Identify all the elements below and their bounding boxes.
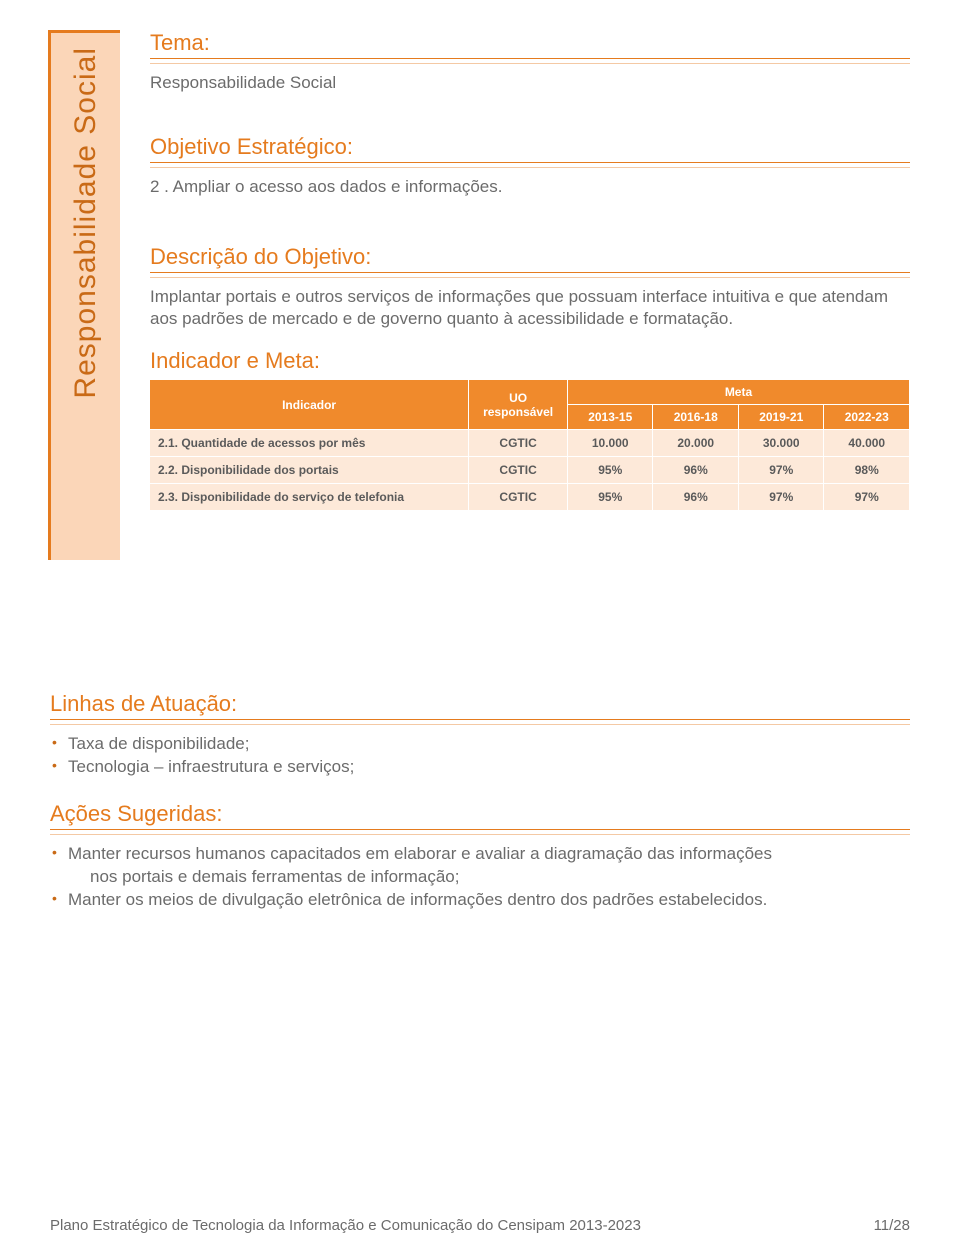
- lower-content: Linhas de Atuação: Taxa de disponibilida…: [50, 691, 910, 912]
- sidebar-tab: Responsabilidade Social: [48, 30, 120, 560]
- cell-value: 95%: [568, 457, 654, 484]
- cell-value: 97%: [824, 484, 910, 511]
- cell-value: 20.000: [653, 430, 739, 457]
- cell-value: 98%: [824, 457, 910, 484]
- list-item: Manter recursos humanos capacitados em e…: [50, 843, 910, 889]
- th-meta: Meta: [568, 380, 910, 405]
- cell-name: 2.2. Disponibilidade dos portais: [150, 457, 469, 484]
- list-item: Taxa de disponibilidade;: [50, 733, 910, 756]
- divider: [50, 724, 910, 725]
- linhas-heading: Linhas de Atuação:: [50, 691, 910, 720]
- table-row: 2.1. Quantidade de acessos por mês CGTIC…: [150, 430, 910, 457]
- th-indicador: Indicador: [150, 380, 469, 430]
- objetivo-text: 2 . Ampliar o acesso aos dados e informa…: [150, 176, 910, 198]
- page-footer: Plano Estratégico de Tecnologia da Infor…: [50, 1217, 910, 1234]
- descricao-heading: Descrição do Objetivo:: [150, 244, 910, 273]
- divider: [150, 167, 910, 168]
- acoes-list: Manter recursos humanos capacitados em e…: [50, 843, 910, 912]
- cell-uo: CGTIC: [469, 457, 568, 484]
- cell-uo: CGTIC: [469, 430, 568, 457]
- table-row: 2.2. Disponibilidade dos portais CGTIC 9…: [150, 457, 910, 484]
- cell-value: 30.000: [739, 430, 825, 457]
- cell-value: 95%: [568, 484, 654, 511]
- main-content: Tema: Responsabilidade Social Objetivo E…: [150, 30, 910, 511]
- descricao-text: Implantar portais e outros serviços de i…: [150, 286, 910, 330]
- cell-name: 2.1. Quantidade de acessos por mês: [150, 430, 469, 457]
- list-item: Tecnologia – infraestrutura e serviços;: [50, 756, 910, 779]
- th-period: 2016-18: [653, 405, 739, 430]
- list-item-line2: nos portais e demais ferramentas de info…: [68, 866, 910, 889]
- footer-title: Plano Estratégico de Tecnologia da Infor…: [50, 1217, 641, 1234]
- cell-value: 10.000: [568, 430, 654, 457]
- acoes-heading: Ações Sugeridas:: [50, 801, 910, 830]
- tema-heading: Tema:: [150, 30, 910, 59]
- indicator-table-container: Indicador UO responsável Meta 2013-15 20…: [150, 380, 910, 511]
- divider: [150, 63, 910, 64]
- table-row: 2.3. Disponibilidade do serviço de telef…: [150, 484, 910, 511]
- th-period: 2019-21: [739, 405, 825, 430]
- indicator-table: Indicador UO responsável Meta 2013-15 20…: [150, 380, 910, 511]
- linhas-list: Taxa de disponibilidade; Tecnologia – in…: [50, 733, 910, 779]
- tema-text: Responsabilidade Social: [150, 72, 910, 94]
- divider: [150, 277, 910, 278]
- list-item-line1: Manter recursos humanos capacitados em e…: [68, 844, 772, 863]
- cell-value: 97%: [739, 484, 825, 511]
- cell-value: 96%: [653, 484, 739, 511]
- list-item-line1: Manter os meios de divulgação eletrônica…: [68, 890, 767, 909]
- th-uo: UO responsável: [469, 380, 568, 430]
- divider: [50, 834, 910, 835]
- list-item: Manter os meios de divulgação eletrônica…: [50, 889, 910, 912]
- indicador-heading: Indicador e Meta:: [150, 348, 910, 376]
- th-period: 2022-23: [824, 405, 910, 430]
- sidebar-label: Responsabilidade Social: [69, 47, 103, 399]
- footer-page-number: 11/28: [874, 1217, 910, 1234]
- cell-uo: CGTIC: [469, 484, 568, 511]
- cell-value: 97%: [739, 457, 825, 484]
- cell-value: 96%: [653, 457, 739, 484]
- cell-value: 40.000: [824, 430, 910, 457]
- objetivo-heading: Objetivo Estratégico:: [150, 134, 910, 163]
- cell-name: 2.3. Disponibilidade do serviço de telef…: [150, 484, 469, 511]
- th-period: 2013-15: [568, 405, 654, 430]
